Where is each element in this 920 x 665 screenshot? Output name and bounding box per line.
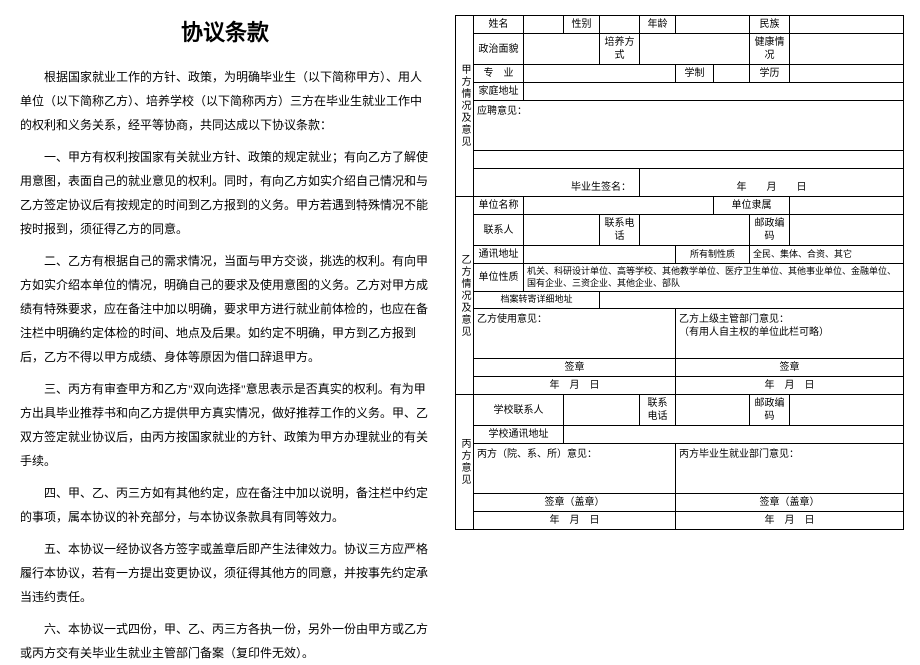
postcode-label: 邮政编码 (750, 215, 790, 246)
name-label: 姓名 (474, 16, 524, 34)
phone-label: 联系电话 (600, 215, 640, 246)
date-a: 年 月 日 (640, 169, 904, 197)
ownership-label: 所有制性质 (676, 246, 750, 264)
school-addr-label: 学校通讯地址 (474, 426, 564, 444)
unit-affil-label: 单位隶属 (714, 197, 790, 215)
title: 协议条款 (20, 15, 430, 47)
unit-nature-label: 单位性质 (474, 264, 524, 292)
clause-5: 五、本协议一经协议各方签字或盖章后即产生法律效力。协议三方应严格履行本协议，若有… (20, 537, 430, 609)
ownership-opt: 全民、集体、合资、其它 (750, 246, 904, 264)
section-c-label: 丙方意见 (456, 395, 474, 530)
form-table: 甲方情况及意见 姓名 性别 年龄 民族 政治面貌 培养方式 健康情况 专 业 学… (455, 15, 904, 530)
date-b1: 年 月 日 (474, 377, 676, 395)
political-label: 政治面貌 (474, 34, 524, 65)
clause-2: 二、乙方有根据自己的需求情况，当面与甲方交谈，挑选的权利。有向甲方如实介绍本单位… (20, 249, 430, 369)
date-c1: 年 月 日 (474, 512, 676, 530)
grad-sign-label: 毕业生签名： (474, 169, 640, 197)
archive-label: 档案转寄详细地址 (474, 292, 600, 309)
clause-4: 四、甲、乙、丙三方如有其他约定，应在备注中加以说明，备注栏中约定的事项，属本协议… (20, 481, 430, 529)
age-label: 年龄 (640, 16, 676, 34)
section-b-label: 乙方情况及意见 (456, 197, 474, 395)
health-label: 健康情况 (750, 34, 790, 65)
ethnic-label: 民族 (750, 16, 790, 34)
seal-c1: 签章（盖章） (474, 494, 676, 512)
clause-3: 三、丙方有审查甲方和乙方"双向选择"意思表示是否真实的权利。有为甲方出具毕业推荐… (20, 377, 430, 473)
system-label: 学制 (676, 65, 714, 83)
comm-addr-label: 通讯地址 (474, 246, 524, 264)
seal-b2: 签章 (676, 359, 904, 377)
apply-opinion: 应聘意见： (474, 101, 904, 151)
dept-opinion: 丙方（院、系、所）意见： (474, 444, 676, 494)
degree-label: 学历 (750, 65, 790, 83)
school-postcode-label: 邮政编码 (750, 395, 790, 426)
unit-name-label: 单位名称 (474, 197, 524, 215)
gender-label: 性别 (564, 16, 600, 34)
school-emp-opinion: 丙方毕业生就业部门意见： (676, 444, 904, 494)
seal-b1: 签章 (474, 359, 676, 377)
school-contact-label: 学校联系人 (474, 395, 564, 426)
home-addr-label: 家庭地址 (474, 83, 524, 101)
school-phone-label: 联系电话 (640, 395, 676, 426)
date-b2: 年 月 日 (676, 377, 904, 395)
contact-label: 联系人 (474, 215, 524, 246)
clause-1: 一、甲方有权利按国家有关就业方针、政策的规定就业；有向乙方了解使用意图，表面自己… (20, 145, 430, 241)
intro-para: 根据国家就业工作的方针、政策，为明确毕业生（以下简称甲方）、用人单位（以下简称乙… (20, 65, 430, 137)
major-label: 专 业 (474, 65, 524, 83)
party-b-opinion: 乙方使用意见： (474, 309, 676, 359)
date-c2: 年 月 日 (676, 512, 904, 530)
seal-c2: 签章（盖章） (676, 494, 904, 512)
training-label: 培养方式 (600, 34, 640, 65)
section-a-label: 甲方情况及意见 (456, 16, 474, 197)
clause-6: 六、本协议一式四份，甲、乙、丙三方各执一份，另外一份由甲方或乙方或丙方交有关毕业… (20, 617, 430, 665)
party-b-superior: 乙方上级主管部门意见： （有用人自主权的单位此栏可略） (676, 309, 904, 359)
unit-nature-opt: 机关、科研设计单位、高等学校、其他教学单位、医疗卫生单位、其他事业单位、金融单位… (524, 264, 904, 292)
